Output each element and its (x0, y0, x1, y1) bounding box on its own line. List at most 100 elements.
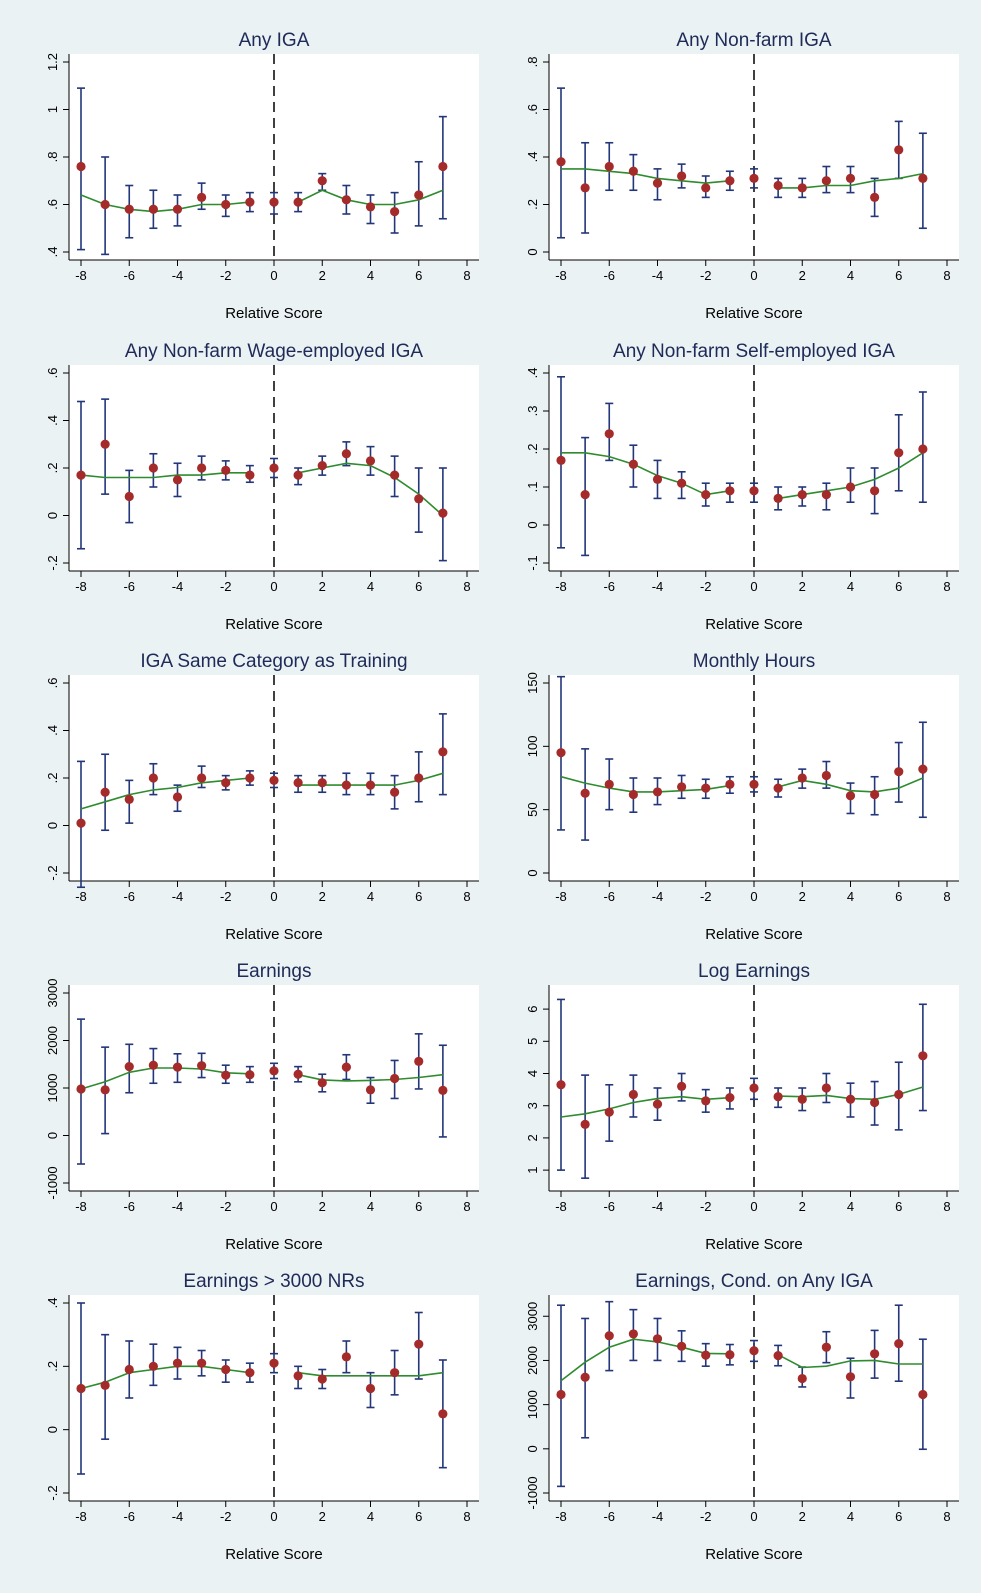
data-point (438, 161, 448, 172)
y-tick-label: .6 (45, 199, 60, 210)
data-point (677, 782, 687, 792)
data-point (76, 161, 86, 172)
x-tick-label: 8 (463, 889, 470, 904)
x-tick-label: -2 (220, 268, 232, 283)
x-tick-label: -4 (172, 889, 184, 904)
data-point (124, 491, 134, 502)
data-point (725, 779, 735, 789)
y-tick-label: -.2 (45, 1485, 60, 1500)
x-tick-label: 4 (847, 268, 854, 283)
data-point (100, 1085, 110, 1095)
x-tick-label: -8 (75, 889, 87, 904)
x-tick-label: 2 (319, 579, 326, 594)
data-point (749, 486, 759, 496)
data-point (245, 1368, 255, 1378)
data-point (821, 770, 831, 781)
data-point (870, 192, 880, 202)
data-point (556, 748, 566, 758)
x-tick-label: -8 (75, 1199, 87, 1214)
data-point (148, 463, 158, 473)
panel-title: Monthly Hours (693, 651, 816, 672)
y-tick-label: .2 (525, 199, 540, 210)
data-point (124, 1364, 134, 1375)
data-point (245, 773, 255, 783)
data-point (100, 439, 110, 449)
x-tick-label: -2 (700, 889, 712, 904)
data-point (797, 490, 807, 500)
x-tick-label: -4 (172, 1509, 184, 1524)
data-point (773, 783, 783, 793)
data-point (100, 787, 110, 797)
data-point (604, 161, 614, 172)
panel-title: Any Non-farm IGA (676, 30, 832, 51)
data-point (124, 204, 134, 214)
x-tick-label: -2 (220, 579, 232, 594)
x-tick-label: 2 (319, 889, 326, 904)
y-tick-label: .4 (45, 725, 60, 736)
x-tick-label: -8 (75, 579, 87, 594)
data-point (677, 1081, 687, 1091)
data-point (894, 767, 904, 777)
data-point (773, 1092, 783, 1102)
y-tick-label: 1000 (45, 1074, 60, 1103)
x-tick-label: 4 (367, 1509, 374, 1524)
y-tick-label: 0 (45, 512, 60, 519)
x-tick-label: 6 (415, 1199, 422, 1214)
x-tick-label: 4 (367, 579, 374, 594)
x-tick-label: 6 (415, 579, 422, 594)
data-point (317, 1078, 327, 1088)
data-point (749, 1346, 759, 1356)
x-tick-label: 4 (367, 889, 374, 904)
data-point (414, 494, 424, 504)
x-tick-label: -4 (652, 268, 664, 283)
data-point (894, 1339, 904, 1349)
x-tick-label: -8 (555, 268, 567, 283)
panel-2: Any Non-farm IGA 0 .2 .4 .6 .8 -8 -6 -4 -2 0 2 4 6 8 Re… (525, 30, 959, 322)
x-tick-label: 8 (943, 889, 950, 904)
x-axis-title: Relative Score (705, 616, 803, 633)
panel-5: IGA Same Category as Training -.2 0 .2 .4 .6 -… (45, 651, 479, 943)
y-tick-label: -1000 (525, 1476, 540, 1509)
x-tick-label: -6 (123, 889, 135, 904)
x-tick-label: -6 (603, 1509, 615, 1524)
x-tick-label: 6 (895, 889, 902, 904)
x-tick-label: -2 (220, 1509, 232, 1524)
data-point (365, 1085, 376, 1095)
fit-line-right (777, 1353, 923, 1369)
data-point (197, 192, 207, 202)
x-tick-label: -2 (700, 1509, 712, 1524)
x-tick-label: 8 (463, 1509, 470, 1524)
data-point (652, 1334, 663, 1344)
x-tick-label: 0 (270, 579, 277, 594)
data-point (652, 474, 663, 484)
data-point (414, 773, 424, 783)
x-tick-label: -8 (75, 1509, 87, 1524)
y-tick-label: 5 (525, 1038, 540, 1045)
y-tick-label: 50 (525, 802, 540, 816)
x-axis-title: Relative Score (225, 926, 323, 943)
data-point (76, 1084, 86, 1094)
y-tick-label: .2 (45, 463, 60, 474)
data-point (172, 475, 183, 485)
data-point (76, 1383, 86, 1394)
y-tick-label: 3000 (45, 979, 60, 1008)
data-point (701, 1350, 711, 1360)
data-point (124, 794, 134, 804)
x-axis-title: Relative Score (225, 305, 323, 322)
x-tick-label: 6 (895, 268, 902, 283)
data-point (580, 1119, 590, 1129)
data-point (797, 183, 807, 193)
data-point (725, 1093, 735, 1103)
data-point (221, 199, 231, 210)
data-point (749, 779, 759, 789)
y-tick-label: 0 (45, 1132, 60, 1139)
x-tick-label: 8 (943, 268, 950, 283)
x-axis-title: Relative Score (705, 1546, 803, 1563)
fit-line-left (560, 1338, 730, 1382)
x-axis-title: Relative Score (705, 305, 803, 322)
panel-title: Any Non-farm Self-employed IGA (613, 341, 895, 362)
x-tick-label: 4 (367, 268, 374, 283)
x-tick-label: 4 (847, 889, 854, 904)
data-point (390, 207, 400, 217)
data-point (725, 1350, 735, 1360)
